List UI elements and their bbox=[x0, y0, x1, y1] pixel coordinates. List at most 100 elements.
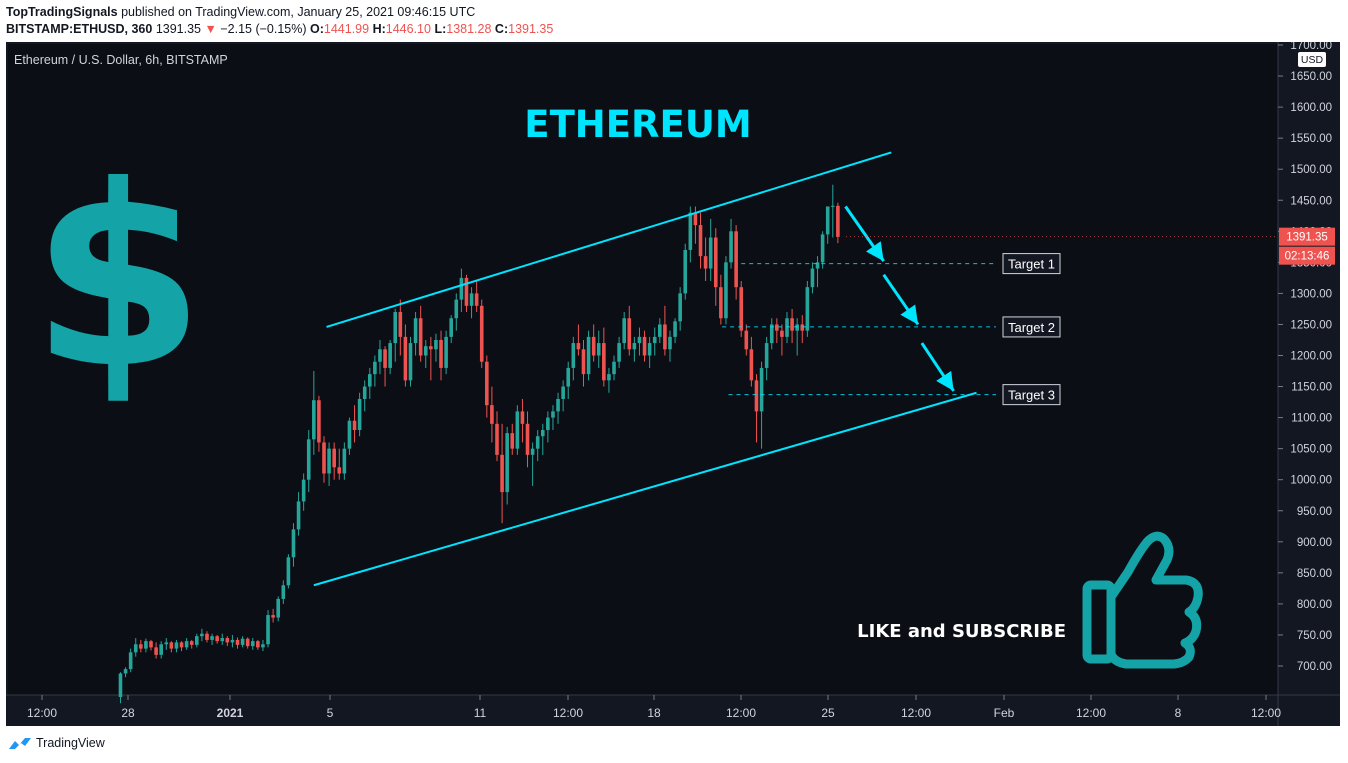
candle-up bbox=[515, 411, 520, 449]
price-tick-label: 700.00 bbox=[1297, 661, 1332, 673]
target-label: Target 3 bbox=[1008, 388, 1055, 403]
candle-down bbox=[383, 349, 387, 368]
candle-up bbox=[200, 633, 204, 637]
candle-up bbox=[393, 312, 398, 344]
candle-up bbox=[505, 433, 509, 493]
candle-up bbox=[469, 293, 474, 306]
candle-up bbox=[769, 324, 774, 344]
candle-up bbox=[118, 673, 123, 698]
candle-up bbox=[831, 205, 835, 207]
candle-down bbox=[836, 205, 840, 237]
published-text: published on TradingView.com, January 25… bbox=[121, 5, 476, 19]
candle-up bbox=[261, 644, 265, 648]
candle-down bbox=[495, 423, 499, 455]
candle-up bbox=[805, 287, 810, 331]
time-tick-label: 2021 bbox=[217, 706, 244, 720]
last-price-tag bbox=[1279, 227, 1335, 246]
price-tick-label: 800.00 bbox=[1297, 599, 1332, 611]
candle-up bbox=[668, 336, 672, 350]
candle-down bbox=[749, 349, 754, 381]
candle-up bbox=[785, 318, 789, 337]
time-tick-label: 5 bbox=[327, 706, 334, 720]
footer-brand[interactable]: TradingView bbox=[8, 736, 105, 750]
publisher-name[interactable]: TopTradingSignals bbox=[6, 5, 118, 19]
candle-up bbox=[423, 346, 428, 356]
candle-up bbox=[444, 336, 448, 368]
candle-down bbox=[429, 346, 433, 350]
candle-down bbox=[780, 330, 784, 337]
candle-up bbox=[296, 501, 301, 530]
candle-up bbox=[759, 367, 764, 412]
price-chart[interactable]: Ethereum / U.S. Dollar, 6h, BITSTAMP 170… bbox=[6, 42, 1340, 726]
candle-up bbox=[556, 398, 560, 412]
candle-up bbox=[378, 349, 382, 362]
candle-down bbox=[602, 343, 606, 381]
candle-down bbox=[576, 343, 581, 350]
candle-up bbox=[408, 343, 413, 381]
candle-down bbox=[205, 633, 209, 640]
price-tick-label: 1150.00 bbox=[1291, 382, 1332, 394]
target-label-box bbox=[1002, 253, 1061, 275]
candle-down bbox=[189, 641, 194, 645]
candle-up bbox=[658, 324, 662, 337]
time-axis[interactable]: 12:00 28 2021 5 11 12:00 18 12:00 25 12:00 Feb 12:0… bbox=[27, 695, 1281, 720]
price-tick-label: 850.00 bbox=[1297, 568, 1332, 580]
candle-up bbox=[195, 636, 199, 645]
price-tick-label: 1300.00 bbox=[1290, 288, 1332, 300]
candle-down bbox=[398, 312, 403, 337]
candle-up bbox=[724, 262, 728, 319]
target-arrow-head bbox=[900, 304, 919, 325]
target-label-box bbox=[1002, 384, 1061, 406]
chart-title: Ethereum / U.S. Dollar, 6h, BITSTAMP bbox=[14, 53, 228, 67]
candle-up bbox=[596, 343, 601, 356]
thumbs-up-icon bbox=[1082, 531, 1203, 669]
candle-up bbox=[164, 642, 169, 645]
candle-down bbox=[485, 361, 489, 406]
candle-down bbox=[790, 318, 794, 331]
candle-up bbox=[276, 598, 281, 618]
price-tick-label: 1600.00 bbox=[1290, 102, 1332, 114]
candle-down bbox=[663, 324, 667, 350]
candle-down bbox=[271, 615, 275, 618]
high-value: 1446.10 bbox=[385, 22, 431, 36]
candle-up bbox=[413, 318, 418, 344]
candle-up bbox=[312, 400, 316, 440]
symbol-label: BITSTAMP:ETHUSD, 360 bbox=[6, 22, 153, 36]
candle-down bbox=[754, 380, 759, 412]
candle-down bbox=[775, 324, 779, 331]
candle-down bbox=[418, 318, 423, 356]
candle-down bbox=[500, 454, 504, 493]
candle-down bbox=[352, 420, 357, 431]
candle-up bbox=[607, 374, 611, 381]
target-label: Target 1 bbox=[1008, 257, 1055, 272]
price-tick-label: 1550.00 bbox=[1290, 133, 1332, 145]
candle-down bbox=[149, 641, 153, 648]
target-arrow-head bbox=[865, 241, 884, 262]
candle-up bbox=[825, 206, 830, 235]
high-label: H: bbox=[372, 22, 386, 36]
candle-down bbox=[703, 256, 708, 269]
price-tick-label: 1100.00 bbox=[1291, 413, 1332, 425]
candle-down bbox=[744, 330, 749, 350]
target-arrow-head bbox=[936, 370, 954, 391]
candle-up bbox=[566, 367, 571, 387]
price-tick-label: 950.00 bbox=[1297, 506, 1332, 518]
candle-up bbox=[535, 436, 540, 449]
close-value: 1391.35 bbox=[508, 22, 554, 36]
target-label-box bbox=[1002, 316, 1061, 338]
candle-up bbox=[327, 448, 331, 474]
candle-down bbox=[591, 336, 596, 356]
price-tick-label: 1250.00 bbox=[1290, 319, 1332, 331]
channel-lower-line bbox=[313, 391, 977, 587]
candle-down bbox=[169, 642, 174, 649]
candle-down bbox=[734, 231, 738, 288]
candle-up bbox=[291, 529, 296, 558]
low-label: L: bbox=[434, 22, 447, 36]
candle-up bbox=[159, 644, 163, 655]
time-tick-label: 12:00 bbox=[27, 706, 57, 720]
candle-up bbox=[764, 343, 769, 368]
candle-down bbox=[479, 305, 484, 362]
candle-down bbox=[154, 647, 158, 655]
candle-down bbox=[698, 225, 703, 257]
candle-up bbox=[133, 644, 138, 653]
